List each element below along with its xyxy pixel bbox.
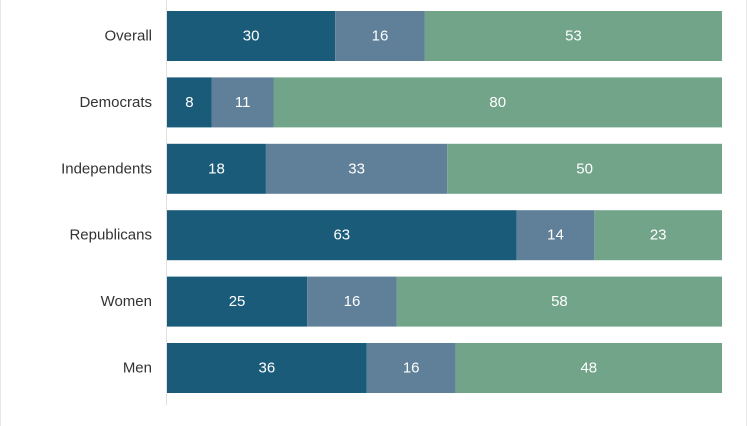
bars-group: Overall 30 16 53 Democrats 8 11 80 Independents 1… (61, 11, 722, 393)
bar-segment (273, 77, 722, 128)
data-label: 48 (580, 360, 597, 377)
bar-segment (211, 77, 274, 128)
data-label: 80 (489, 94, 506, 111)
bar-segment (424, 11, 722, 61)
category-label: Overall (104, 28, 152, 45)
data-label: 33 (348, 160, 365, 177)
data-label: 25 (229, 293, 246, 310)
category-label: Independents (61, 160, 152, 177)
data-label: 11 (235, 94, 251, 111)
data-label: 36 (259, 360, 276, 377)
data-label: 8 (185, 94, 193, 111)
data-label: 30 (243, 28, 260, 45)
bar-segment (167, 343, 367, 393)
bar-segment (265, 143, 448, 194)
data-label: 58 (551, 293, 568, 310)
bar-segment (167, 143, 266, 194)
bar-segment (455, 343, 722, 393)
bar-segment (167, 11, 336, 61)
bar-segment (594, 210, 722, 261)
data-label: 14 (547, 227, 564, 244)
bar-segment (396, 276, 722, 327)
bar-segment (307, 276, 397, 327)
category-label: Democrats (79, 94, 152, 111)
data-label: 63 (333, 227, 350, 244)
data-label: 16 (372, 28, 389, 45)
category-label: Women (101, 293, 152, 310)
category-label: Republicans (69, 227, 152, 244)
category-label: Men (123, 360, 152, 377)
data-label: 18 (208, 160, 225, 177)
bar-segment (167, 210, 517, 261)
bar-segment (335, 11, 425, 61)
bar-segment (167, 77, 212, 128)
bar-segment (167, 276, 308, 327)
data-label: 16 (344, 293, 361, 310)
data-label: 53 (565, 28, 582, 45)
bar-segment (516, 210, 595, 261)
data-label: 16 (403, 360, 420, 377)
data-label: 23 (650, 227, 667, 244)
bar-segment (447, 143, 722, 194)
data-label: 50 (576, 160, 593, 177)
bar-segment (366, 343, 456, 393)
